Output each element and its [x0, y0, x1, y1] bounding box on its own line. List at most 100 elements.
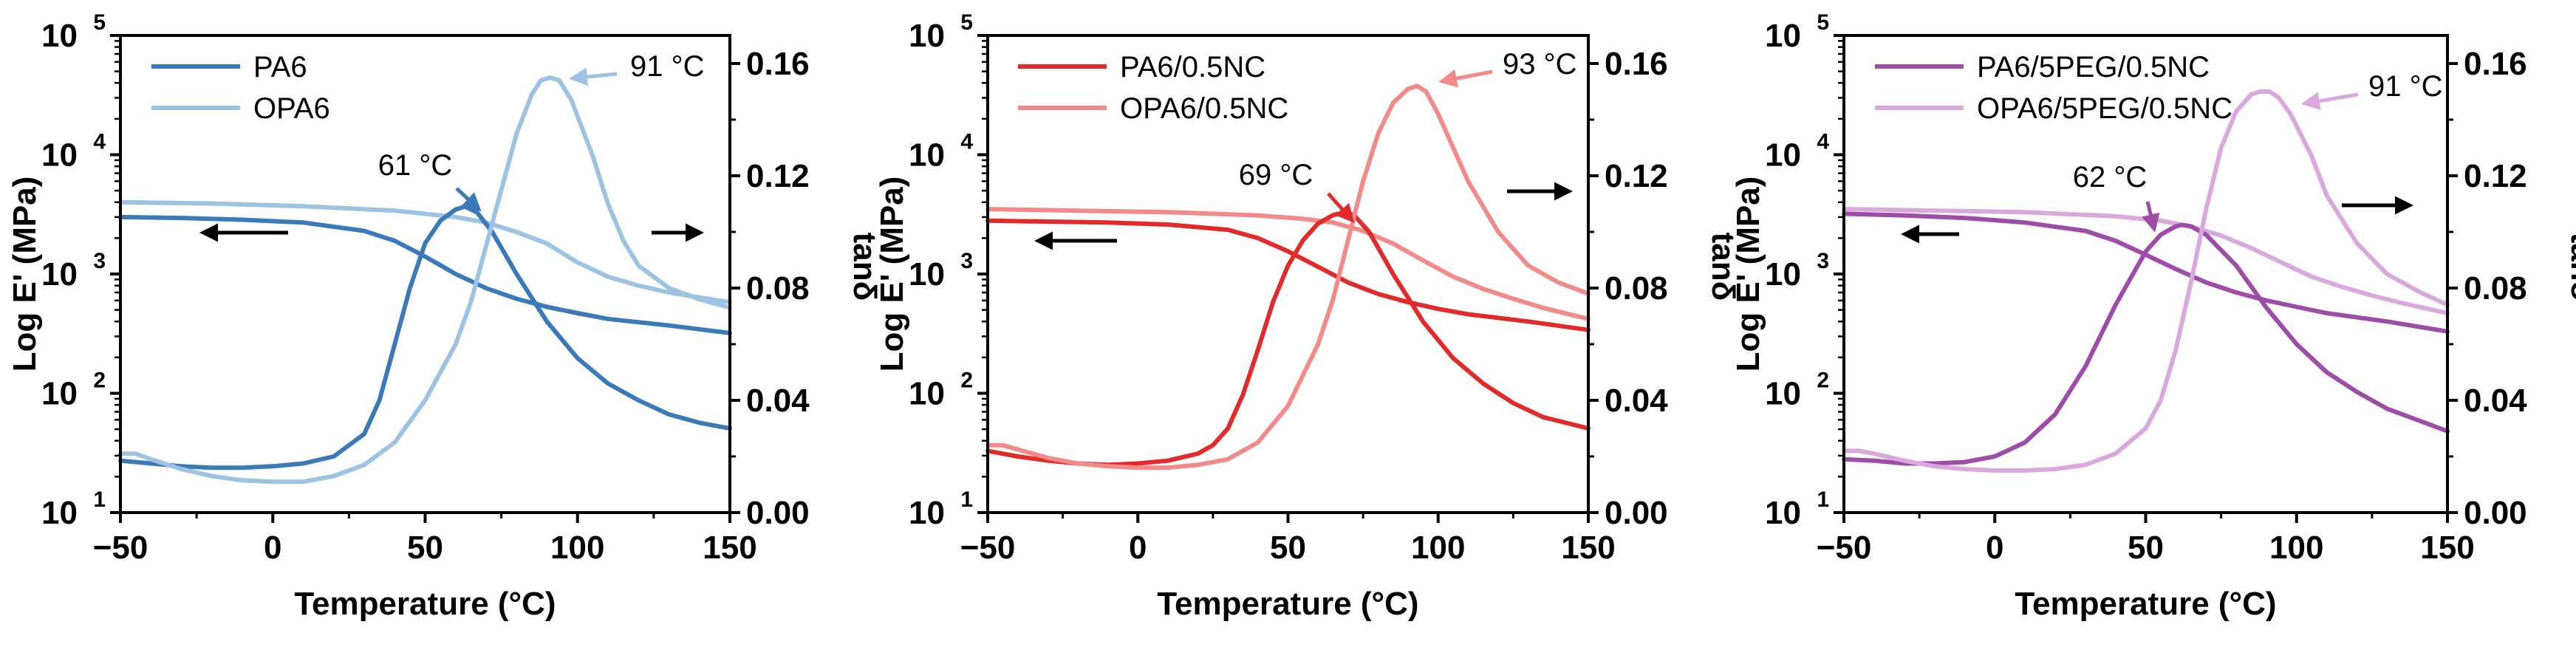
legend-label: PA6/0.5NC [1120, 51, 1265, 83]
y-right-tick-label: 0.08 [1605, 270, 1668, 307]
y-right-axis-title: tanδ [1705, 233, 1741, 301]
y-left-tick-exponent: 5 [93, 10, 106, 35]
y-left-tick-exponent: 5 [960, 10, 973, 35]
y-right-tick-label: 0.00 [2464, 495, 2527, 531]
y-left-tick-base: 10 [41, 137, 78, 174]
x-tick-label: 150 [1561, 530, 1615, 566]
x-tick-label: 50 [1270, 530, 1306, 566]
y-left-tick-exponent: 1 [960, 487, 973, 512]
y-left-tick-base: 10 [1765, 495, 1801, 531]
y-left-tick-base: 10 [1765, 18, 1801, 54]
y-right-tick-label: 0.12 [746, 158, 810, 194]
x-axis-title: Temperature (°C) [294, 586, 556, 622]
x-tick-label: 50 [2128, 530, 2164, 566]
series-line-tan-delta-base [118, 204, 732, 470]
x-tick-label: 150 [2420, 530, 2474, 566]
legend-label: OPA6/0.5NC [1120, 92, 1288, 125]
y-left-tick-base: 10 [1765, 256, 1801, 292]
series-line-tan-delta-oriented [1842, 89, 2450, 473]
y-left-tick-base: 10 [41, 256, 78, 292]
peak-annotation-label: 91 °C [2368, 70, 2443, 103]
x-tick-label: 100 [1411, 530, 1465, 566]
x-axis-title: Temperature (°C) [1157, 586, 1418, 622]
y-left-tick-exponent: 5 [1817, 10, 1829, 35]
y-right-tick-label: 0.08 [2464, 270, 2527, 307]
y-left-tick-base: 10 [1765, 137, 1801, 174]
y-left-tick-base: 10 [41, 376, 78, 412]
y-left-tick-base: 10 [41, 495, 78, 531]
series-line-storage-modulus-oriented [118, 199, 732, 305]
y-left-tick-base: 10 [909, 495, 945, 531]
peak-annotation-label: 69 °C [1239, 159, 1313, 191]
chart-panel-1: −50 0 50 100 150 10 1 10 2 10 3 10 4 10 5 0.00 0.04 0.08 0… [7, 10, 883, 622]
series-line-storage-modulus-base [1842, 211, 2450, 334]
y-left-tick-exponent: 2 [93, 369, 106, 393]
peak-annotation-arrow [1438, 69, 1493, 88]
series-line-tan-delta-base [1842, 222, 2450, 466]
y-left-tick-base: 10 [41, 18, 78, 54]
x-axis-title: Temperature (°C) [2015, 586, 2276, 622]
y-right-tick-label: 0.12 [1605, 158, 1668, 194]
peak-annotation-label: 62 °C [2073, 161, 2148, 194]
peak-annotation-arrow [2142, 201, 2160, 233]
y-right-tick-label: 0.16 [746, 46, 810, 82]
x-tick-label: −50 [960, 530, 1016, 566]
legend-label: PA6/5PEG/0.5NC [1977, 51, 2210, 83]
peak-annotation-arrow [455, 187, 482, 212]
chart-panel-3: −50 0 50 100 150 10 1 10 2 10 3 10 4 10 5 0.00 0.04 0.08 0… [1730, 10, 2576, 622]
y-left-tick-base: 10 [909, 18, 945, 54]
chart-panel-2: −50 0 50 100 150 10 1 10 2 10 3 10 4 10 5 0.00 0.04 0.08 0… [874, 10, 1741, 622]
y-left-tick-exponent: 2 [960, 369, 973, 393]
y-left-tick-base: 10 [1765, 376, 1801, 412]
peak-annotation-arrow [2301, 92, 2359, 111]
y-right-tick-label: 0.12 [2464, 158, 2527, 194]
y-left-tick-exponent: 1 [1817, 487, 1829, 512]
y-left-tick-exponent: 3 [1817, 249, 1829, 273]
x-tick-label: −50 [93, 530, 148, 566]
y-right-tick-label: 0.00 [1605, 495, 1668, 531]
series-line-tan-delta-base [985, 210, 1591, 468]
peak-annotation-label: 93 °C [1503, 48, 1577, 81]
series-line-storage-modulus-oriented [985, 207, 1591, 321]
legend-label: OPA6 [253, 92, 330, 125]
y-left-axis-title: Log E' (MPa) [874, 177, 910, 372]
peak-annotation-arrow [1327, 192, 1355, 223]
y-right-tick-label: 0.16 [1605, 46, 1668, 82]
x-tick-label: 0 [1986, 530, 2003, 566]
y-left-tick-exponent: 4 [1817, 130, 1829, 154]
x-tick-label: 50 [407, 530, 443, 566]
x-tick-label: 0 [1129, 530, 1147, 566]
y-right-tick-label: 0.16 [2464, 46, 2527, 82]
x-tick-label: −50 [1817, 530, 1872, 566]
y-right-tick-label: 0.08 [746, 270, 810, 307]
y-left-tick-base: 10 [909, 137, 945, 174]
peak-annotation-label: 61 °C [378, 149, 453, 182]
y-right-tick-label: 0.04 [2464, 383, 2527, 419]
peak-annotation-label: 91 °C [630, 50, 705, 83]
y-left-tick-exponent: 1 [93, 487, 106, 512]
x-tick-label: 100 [550, 530, 604, 566]
y-left-tick-exponent: 3 [960, 249, 973, 273]
legend-label: PA6 [253, 51, 307, 83]
series-line-storage-modulus-base [118, 214, 732, 335]
y-left-tick-exponent: 2 [1817, 369, 1829, 393]
series-line-storage-modulus-oriented [1842, 207, 2450, 315]
y-left-tick-exponent: 4 [93, 130, 106, 154]
x-tick-label: 0 [264, 530, 281, 566]
y-left-tick-base: 10 [909, 376, 945, 412]
x-tick-label: 150 [703, 530, 756, 566]
y-left-tick-base: 10 [909, 256, 945, 292]
y-right-tick-label: 0.04 [1605, 383, 1668, 419]
x-tick-label: 100 [2269, 530, 2323, 566]
y-right-axis-title: tanδ [847, 233, 883, 301]
series-line-tan-delta-oriented [118, 75, 732, 485]
legend-label: OPA6/5PEG/0.5NC [1977, 92, 2232, 125]
y-right-tick-label: 0.00 [746, 495, 810, 531]
y-right-axis-title: tanδ [2564, 233, 2576, 301]
y-left-axis-title: Log E' (MPa) [7, 177, 43, 372]
y-left-tick-exponent: 4 [960, 130, 973, 154]
peak-annotation-arrow [569, 67, 618, 86]
y-left-tick-exponent: 3 [93, 249, 106, 273]
series-line-tan-delta-oriented [985, 83, 1591, 470]
